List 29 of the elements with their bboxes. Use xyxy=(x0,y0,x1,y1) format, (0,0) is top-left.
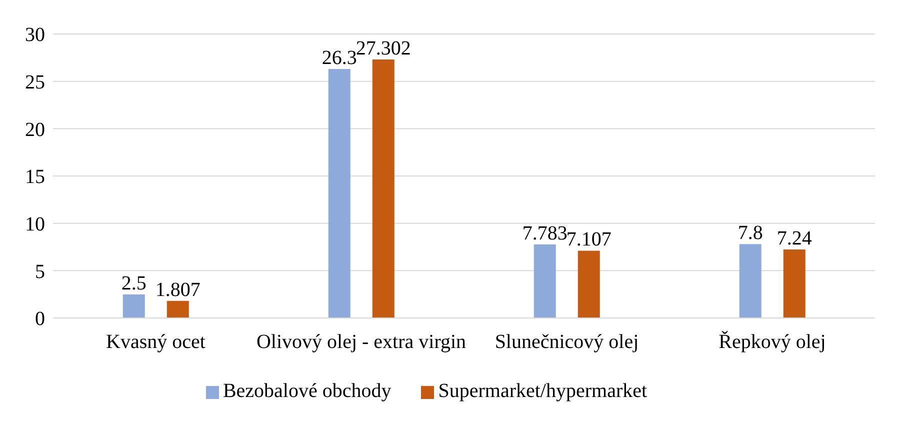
y-tick-label: 10 xyxy=(25,213,45,236)
bar xyxy=(578,250,600,318)
x-tick-label: Slunečnicový olej xyxy=(494,331,639,354)
data-label: 7.24 xyxy=(776,227,812,250)
bar xyxy=(372,60,394,318)
data-label: 7.107 xyxy=(566,228,612,251)
x-tick-label: Řepkový olej xyxy=(718,330,826,354)
data-label: 1.807 xyxy=(155,278,200,301)
bar xyxy=(328,69,350,318)
y-tick-label: 5 xyxy=(35,260,45,283)
x-tick-label: Olivový olej - extra virgin xyxy=(256,331,466,354)
data-label: 26.3 xyxy=(322,47,357,70)
data-label: 2.5 xyxy=(121,272,146,294)
data-label: 7.783 xyxy=(522,222,568,244)
data-label: 7.8 xyxy=(738,222,763,244)
data-label: 27.302 xyxy=(356,38,411,60)
bar xyxy=(739,244,762,318)
x-tick-label: Kvasný ocet xyxy=(106,331,206,354)
y-tick-label: 20 xyxy=(25,118,45,141)
bar xyxy=(534,244,556,318)
bar xyxy=(166,300,189,318)
legend-label: Supermarket/hypermarket xyxy=(438,380,648,402)
y-tick-label: 25 xyxy=(25,71,45,94)
y-tick-label: 30 xyxy=(25,24,45,46)
y-tick-label: 15 xyxy=(25,166,45,188)
bar xyxy=(783,249,806,318)
y-tick-label: 0 xyxy=(35,308,45,330)
legend-label: Bezobalové obchody xyxy=(222,380,392,402)
bar xyxy=(122,294,145,318)
